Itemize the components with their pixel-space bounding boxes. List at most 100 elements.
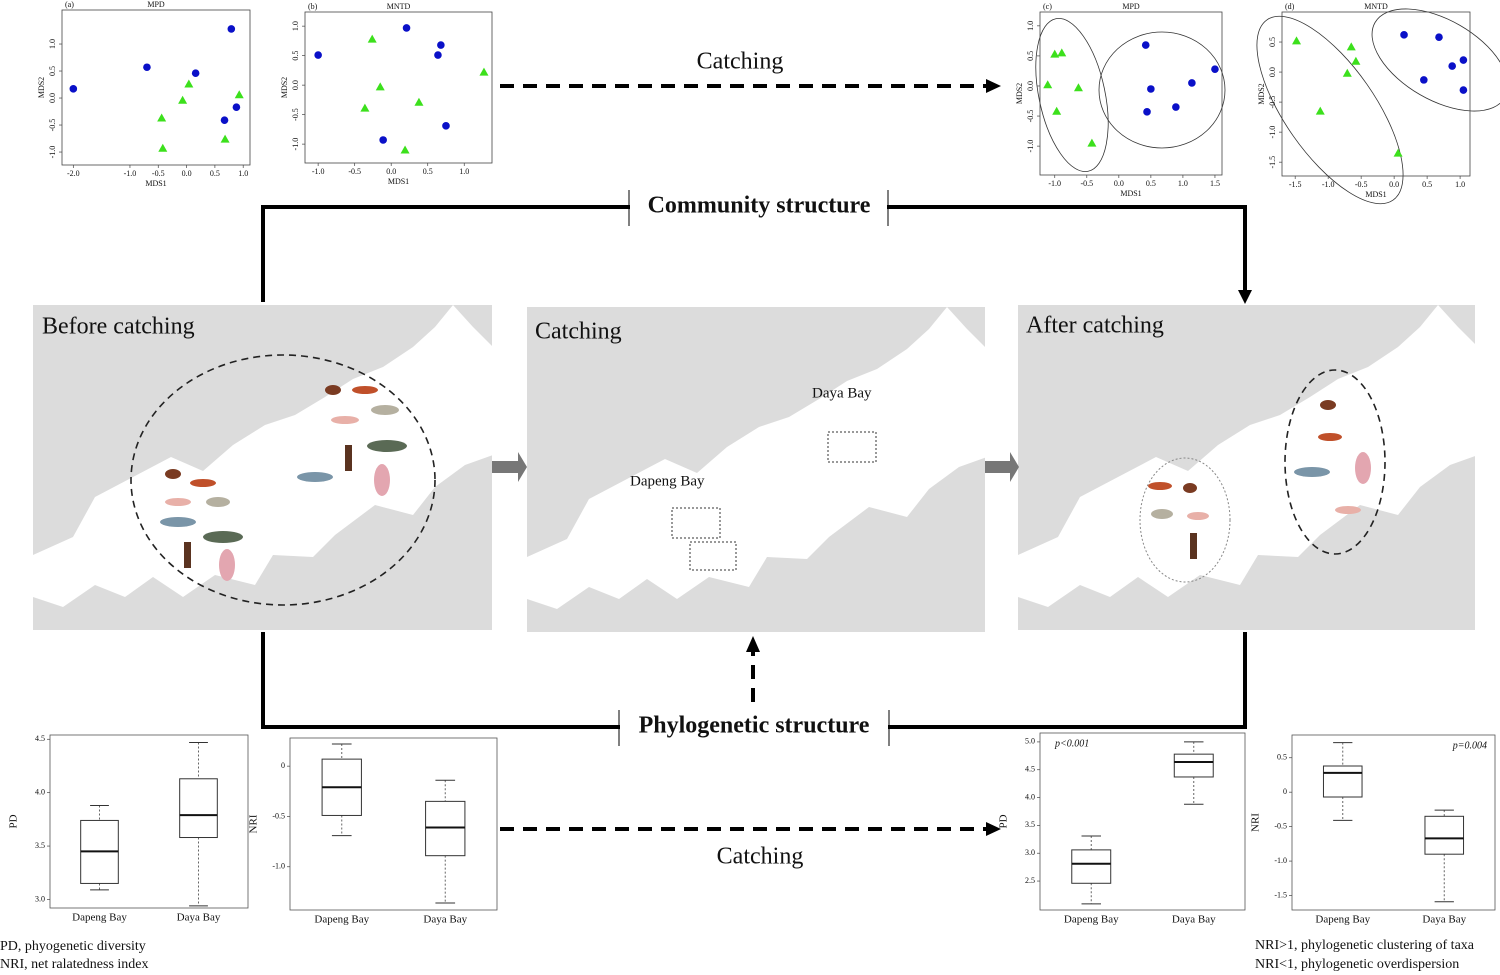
point [1448,62,1456,70]
y-tick-label: 3.0 [35,894,45,903]
point [1057,48,1067,57]
point [375,82,385,91]
x-tick-label: 1.0 [1455,180,1465,189]
point [379,136,387,144]
box [1173,753,1214,778]
y-axis-label: PD [8,814,20,828]
panel-title: After catching [1026,313,1164,339]
point [1459,56,1468,64]
annotation: p=0.004 [1452,740,1487,751]
x-tick-label: Dapeng Bay [1315,914,1370,926]
panel-title: Before catching [42,314,195,340]
x-tick-label: -1.0 [312,167,325,176]
cluster-ellipses [1035,8,1500,205]
y-tick-label: 0.5 [1277,753,1287,762]
x-tick-label: -0.5 [348,167,361,176]
chart-title: MPD [1122,2,1140,11]
footnote: PD, phyogenetic diversity [0,939,146,954]
y-tick-label: 4.0 [35,787,45,796]
point [360,103,370,112]
y-tick-label: 1.0 [48,39,57,49]
y-tick-label: 0.0 [48,93,57,103]
x-tick-label: 1.0 [459,167,469,176]
y-tick-label: 4.5 [1025,765,1035,774]
plot-frame [1291,734,1496,911]
point [227,25,236,33]
x-tick-label: 0.5 [1422,180,1432,189]
y-tick-label: 3.5 [1025,820,1035,829]
plot-frame [289,737,498,911]
x-tick-label: 1.0 [238,169,248,178]
map-before [33,305,493,630]
x-tick-label: -1.0 [1322,180,1335,189]
point [1050,49,1060,58]
y-tick-label: 0.5 [1268,37,1277,47]
y-tick-label: -1.0 [291,138,300,151]
panel-label: (d) [1285,2,1295,11]
y-tick-label: -1.0 [48,146,57,159]
point [1292,36,1302,45]
y-tick-label: 0 [1283,787,1287,796]
flow-arrows [492,452,1019,482]
x-tick-label: 1.5 [1210,179,1220,188]
map-after [1018,305,1478,630]
point [1141,41,1150,49]
x-axis-label: MDS1 [145,179,166,188]
x-tick-label: Dapeng Bay [314,914,369,926]
point [1073,83,1083,92]
x-tick-label: 0.0 [182,169,192,178]
x-tick-label: -0.5 [1080,179,1093,188]
point [191,69,200,77]
x-tick-label: Daya Bay [1172,914,1216,926]
x-tick-label: 0.0 [386,167,396,176]
panel-label: (c) [1043,2,1052,11]
x-tick-label: 0.0 [1389,180,1399,189]
bay-label: Daya Bay [812,385,872,401]
y-tick-label: 5.0 [1025,737,1035,746]
y-axis-label: NRI [1250,813,1262,832]
point [1211,65,1219,73]
point [157,113,167,122]
y-tick-label: 0 [281,761,285,770]
y-tick-label: -1.5 [1274,890,1287,899]
plot-frame [1039,732,1246,911]
plot-frame [1281,11,1471,177]
y-axis-label: PD [998,814,1010,828]
point [1147,85,1155,93]
point [402,24,411,32]
point [414,97,424,106]
y-axis-label: NRI [248,814,260,833]
y-tick-label: -1.0 [272,862,285,871]
y-tick-label: -1.0 [1268,126,1277,139]
box [1424,815,1465,855]
box [425,800,466,857]
y-tick-label: 0.5 [1026,51,1035,61]
point [234,90,244,99]
x-tick-label: -1.5 [1289,180,1302,189]
y-axis-label: MDS2 [37,77,46,98]
point [479,67,489,76]
point [1052,106,1062,115]
x-axis-label: MDS1 [1120,189,1141,198]
y-tick-label: 0.0 [291,80,300,90]
x-tick-label: 1.0 [1178,179,1188,188]
panel-label: (a) [65,0,74,9]
x-axis-label: MDS1 [1365,190,1386,199]
point [1143,108,1151,116]
point [69,85,78,93]
x-tick-label: 0.5 [1146,179,1156,188]
y-tick-label: -0.5 [48,119,57,132]
arrow-head [1238,290,1252,304]
point [1459,86,1468,94]
point [442,122,450,130]
y-tick-label: 1.0 [1026,21,1035,31]
point [1043,80,1053,89]
y-tick-label: -1.0 [1026,140,1035,153]
y-tick-label: 0.0 [1026,81,1035,91]
point [314,51,322,59]
plot-frame [304,11,493,164]
point [232,103,241,112]
point [1420,76,1428,84]
panel-label: (b) [308,2,318,11]
footnote: NRI>1, phylogenetic clustering of taxa [1255,938,1475,953]
